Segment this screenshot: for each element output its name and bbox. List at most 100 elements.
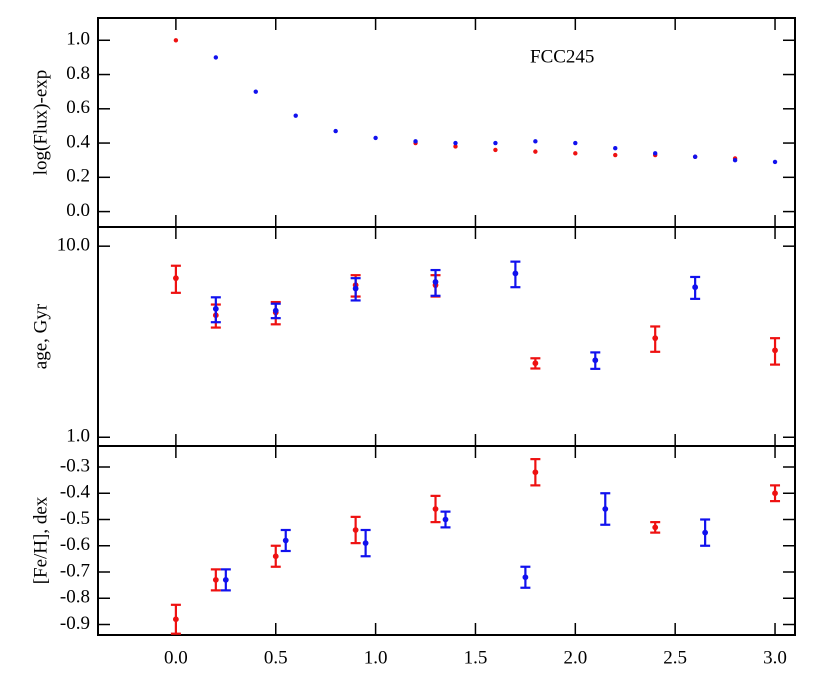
error-bar — [270, 302, 281, 320]
point — [652, 335, 659, 342]
point — [772, 159, 778, 165]
point — [293, 113, 298, 118]
error-bar — [170, 264, 181, 294]
point — [172, 275, 179, 282]
annotation: FCC245 — [530, 46, 594, 67]
error-bar — [430, 268, 441, 297]
point — [282, 537, 289, 544]
point — [272, 307, 279, 314]
error-bar — [530, 357, 541, 370]
point — [172, 616, 179, 623]
y-tick-label: -0.4 — [60, 482, 91, 503]
point — [653, 151, 658, 156]
y-tick-label: 0.6 — [66, 97, 90, 118]
x-tick-label: 0.5 — [264, 647, 288, 668]
point — [352, 527, 359, 533]
point — [352, 285, 359, 292]
point — [493, 140, 498, 146]
error-bar — [590, 351, 601, 370]
error-bar — [350, 515, 361, 545]
error-bar — [520, 565, 531, 589]
point — [732, 157, 738, 163]
point — [702, 529, 709, 536]
point — [272, 553, 279, 560]
point — [253, 89, 258, 94]
y-tick-label: -0.9 — [60, 613, 90, 634]
y-tick-label: 10.0 — [57, 235, 90, 256]
point — [533, 139, 538, 144]
point — [592, 357, 599, 364]
y-tick-label: 0.2 — [66, 166, 90, 187]
y-tick-label: -0.3 — [60, 455, 90, 476]
plot-frame — [97, 445, 796, 636]
error-bar — [220, 568, 231, 592]
error-bar — [600, 492, 611, 526]
y-axis-label: log(Flux)-exp — [30, 70, 51, 176]
point — [772, 490, 778, 497]
y-axis-label: [Fe/H], dex — [30, 496, 51, 584]
y-tick-label: 0.0 — [66, 200, 90, 221]
error-bar — [430, 494, 441, 524]
point — [413, 139, 418, 144]
point — [573, 151, 578, 156]
error-bar — [770, 337, 781, 366]
point — [533, 149, 538, 154]
x-tick-label: 1.5 — [464, 647, 488, 668]
error-bar — [210, 568, 221, 592]
x-tick-label: 1.0 — [364, 647, 388, 668]
point — [602, 506, 609, 512]
error-bar — [510, 260, 521, 289]
y-tick-label: 1.0 — [66, 426, 90, 447]
point — [453, 144, 458, 149]
y-tick-label: 0.8 — [66, 63, 90, 84]
error-bar — [690, 275, 701, 300]
point — [613, 152, 618, 158]
x-tick-label: 0.0 — [164, 647, 188, 668]
error-bar — [360, 528, 371, 558]
y-tick-label: -0.8 — [60, 587, 90, 608]
error-bar — [280, 528, 291, 553]
point — [532, 360, 539, 367]
x-tick-label: 2.5 — [663, 647, 687, 668]
y-tick-label: -0.7 — [60, 560, 90, 581]
error-bar — [770, 484, 781, 503]
y-tick-label: -0.5 — [60, 508, 90, 529]
point — [333, 128, 338, 134]
point — [212, 305, 219, 312]
point — [493, 147, 498, 153]
x-tick-label: 2.0 — [563, 647, 587, 668]
point — [692, 154, 698, 159]
point — [213, 55, 219, 60]
x-tick-label: 3.0 — [763, 647, 787, 668]
y-tick-label: 1.0 — [66, 29, 90, 50]
point — [222, 576, 229, 583]
error-bar — [530, 458, 541, 487]
point — [692, 284, 699, 291]
error-bar — [700, 518, 711, 547]
y-tick-label: -0.6 — [60, 534, 90, 555]
point — [373, 135, 378, 141]
point — [613, 145, 618, 151]
point — [512, 270, 519, 277]
point — [652, 524, 659, 531]
error-bar — [170, 603, 181, 635]
error-bar — [440, 510, 451, 529]
error-bar — [650, 521, 661, 534]
point — [212, 576, 219, 583]
point — [432, 279, 439, 285]
point — [432, 506, 439, 512]
point — [442, 516, 449, 523]
error-bar — [210, 296, 221, 324]
error-bar — [650, 325, 661, 353]
point — [453, 140, 458, 146]
point — [522, 574, 529, 581]
error-bar — [350, 277, 361, 302]
point — [573, 140, 578, 146]
point — [772, 347, 778, 354]
point — [532, 469, 539, 476]
point — [173, 38, 179, 43]
point — [362, 540, 369, 547]
